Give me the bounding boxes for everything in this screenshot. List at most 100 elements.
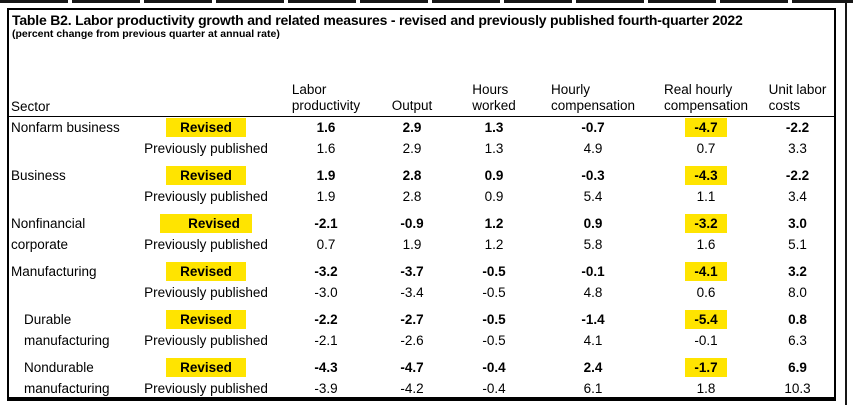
value-cell: 1.6 [316,120,336,135]
value-cell: 4.9 [583,141,603,156]
sector-cell: manufacturing [24,381,110,396]
value-cell: 3.2 [788,264,807,279]
value-cell: 0.8 [788,312,807,327]
sector-cell [9,282,131,303]
value-cell: -4.3 [314,360,338,375]
row-label-cell: Revised [131,309,281,330]
value-cell: 10.3 [784,381,811,396]
table-row-previous: corporate Previously published 0.7 1.9 1… [9,234,834,255]
table-row-previous: Previously published -3.0 -3.4 -0.5 4.8 … [9,282,834,303]
sector-cell [9,186,131,207]
row-label-cell: Revised [131,357,281,378]
sector-cell: manufacturing [24,333,110,348]
value-cell: -0.4 [482,360,506,375]
table-row-revised: Manufacturing Revised -3.2 -3.7 -0.5 -0.… [9,261,834,282]
value-cell: -0.7 [581,120,605,135]
revised-label-highlighted: Revised [166,262,246,281]
value-cell: -2.2 [314,312,338,327]
revised-label-highlighted: Revised [166,358,246,377]
page-edge-artifact-right [845,2,847,405]
highlighted-value: -4.3 [685,166,727,185]
value-cell: 6.3 [788,333,807,348]
value-cell: 1.9 [316,168,336,183]
table-row-previous: manufacturing Previously published -3.9 … [9,378,834,399]
value-cell: 1.1 [696,189,716,204]
value-cell: 3.3 [788,141,807,156]
column-header-output: Output [371,44,453,117]
value-cell: 0.7 [696,141,716,156]
value-cell: -4.2 [400,381,424,396]
table-row-previous: Previously published 1.9 2.8 0.9 5.4 1.1… [9,186,834,207]
table-row-previous: manufacturing Previously published -2.1 … [9,330,834,351]
table-row-previous: Previously published 1.6 2.9 1.3 4.9 0.7… [9,138,834,159]
table-row-revised: Durable Revised -2.2 -2.7 -0.5 -1.4 -5.4… [9,309,834,330]
value-cell: -0.1 [694,333,718,348]
value-cell: -3.7 [400,264,424,279]
value-cell: -0.3 [581,168,605,183]
highlighted-value: -1.7 [685,358,727,377]
value-cell: -0.5 [482,312,506,327]
row-label-cell: Revised [131,213,281,234]
value-cell: -0.4 [482,381,506,396]
value-cell: -3.2 [314,264,338,279]
row-label-cell: Previously published [144,237,268,252]
value-cell: 4.1 [583,333,603,348]
value-cell: 5.4 [583,189,603,204]
value-cell: 1.9 [316,189,336,204]
value-cell: 2.8 [402,168,422,183]
value-cell-highlighted: -5.4 [651,309,761,330]
row-label-cell: Revised [131,165,281,186]
column-header-hours-worked: Hours worked [453,44,535,117]
value-cell: -2.2 [785,168,810,183]
row-label-cell: Previously published [144,285,268,300]
row-label-cell: Revised [131,117,281,139]
value-cell: -2.1 [314,333,338,348]
value-cell: 0.9 [484,189,504,204]
sector-cell: corporate [11,237,69,252]
value-cell: -2.2 [785,120,810,135]
row-label-cell: Previously published [144,381,268,396]
value-cell: -1.4 [581,312,605,327]
row-label-cell: Previously published [144,189,268,204]
value-cell: 5.1 [788,237,807,252]
value-cell: 6.1 [583,381,603,396]
value-cell: -0.1 [581,264,605,279]
column-header-unit-labor-costs: Unit labor costs [761,44,834,117]
value-cell-highlighted: -4.3 [651,165,761,186]
value-cell: 5.8 [583,237,603,252]
revised-label-highlighted: Revised [166,118,246,137]
table-header-block: Table B2. Labor productivity growth and … [9,10,834,44]
sector-cell: Manufacturing [11,264,97,279]
value-cell: 1.3 [484,141,504,156]
sector-cell: Nonfarm business [11,120,120,135]
value-cell: 0.9 [583,216,603,231]
column-header-real-hourly-compensation: Real hourly compensation [651,44,761,117]
value-cell: 6.9 [788,360,807,375]
table-row-revised: Nonfinancial Revised -2.1 -0.9 1.2 0.9 -… [9,213,834,234]
value-cell: 1.2 [484,237,504,252]
value-cell: 4.8 [583,285,603,300]
value-cell: -4.7 [400,360,424,375]
table-row-revised: Nondurable Revised -4.3 -4.7 -0.4 2.4 -1… [9,357,834,378]
value-cell: 2.9 [402,141,422,156]
column-header-labor-productivity: Labor productivity [281,44,371,117]
highlighted-value: -4.7 [685,118,727,137]
value-cell: 8.0 [788,285,807,300]
value-cell: 2.9 [402,120,422,135]
row-label-cell: Revised [131,261,281,282]
table-subtitle: (percent change from previous quarter at… [12,28,280,40]
value-cell: 2.4 [583,360,603,375]
value-cell-highlighted: -4.1 [651,261,761,282]
sector-cell [9,138,131,159]
value-cell: -2.7 [400,312,424,327]
value-cell: -2.1 [314,216,338,231]
table-title: Table B2. Labor productivity growth and … [12,12,743,28]
sector-cell: Nondurable [24,360,94,375]
revised-label-highlighted: Revised [160,214,252,233]
value-cell: 1.2 [484,216,504,231]
value-cell: 0.6 [696,285,716,300]
row-label-cell: Previously published [144,333,268,348]
page-edge-artifact-top [0,0,853,3]
highlighted-value: -5.4 [685,310,727,329]
